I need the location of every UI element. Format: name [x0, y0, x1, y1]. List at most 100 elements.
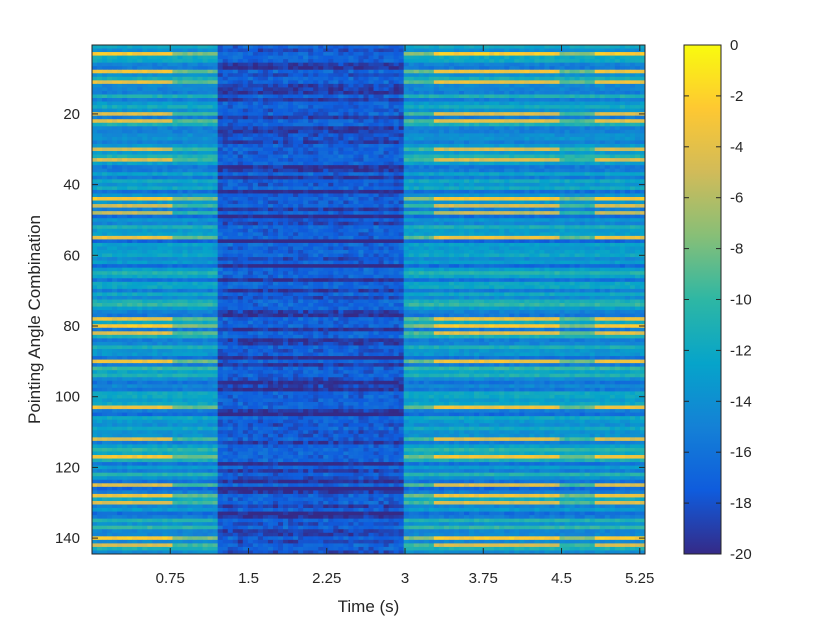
- heatmap-cell: [232, 105, 239, 110]
- heatmap-cell: [237, 48, 244, 53]
- heatmap-cell: [489, 154, 495, 159]
- heatmap-cell: [458, 193, 465, 198]
- heatmap-cell: [288, 186, 294, 191]
- heatmap-cell: [338, 52, 344, 56]
- heatmap-cell: [283, 193, 289, 198]
- heatmap-cell: [262, 136, 269, 141]
- heatmap-cell: [177, 115, 183, 120]
- heatmap-cell: [343, 136, 349, 141]
- heatmap-cell: [353, 126, 359, 131]
- heatmap-cell: [197, 69, 203, 74]
- heatmap-cell: [197, 101, 203, 106]
- heatmap-cell: [212, 161, 219, 166]
- heatmap-cell: [182, 182, 188, 187]
- heatmap-cell: [267, 179, 274, 184]
- heatmap-cell: [403, 69, 410, 74]
- heatmap-cell: [127, 48, 133, 53]
- heatmap-cell: [464, 55, 470, 60]
- heatmap-cell: [363, 45, 369, 49]
- heatmap-cell: [283, 94, 289, 99]
- heatmap-cell: [323, 165, 329, 170]
- heatmap-cell: [433, 98, 440, 102]
- heatmap-cell: [162, 196, 168, 201]
- heatmap-cell: [413, 182, 420, 187]
- heatmap-cell: [122, 175, 128, 180]
- heatmap-cell: [162, 115, 168, 120]
- heatmap-cell: [604, 172, 611, 177]
- heatmap-cell: [609, 101, 616, 106]
- heatmap-cell: [157, 69, 163, 74]
- heatmap-cell: [554, 200, 560, 205]
- heatmap-cell: [594, 151, 601, 155]
- heatmap-cell: [453, 59, 460, 64]
- heatmap-cell: [474, 48, 480, 53]
- heatmap-cell: [393, 66, 400, 71]
- heatmap-cell: [574, 193, 581, 198]
- heatmap-cell: [403, 151, 410, 155]
- heatmap-cell: [544, 55, 550, 60]
- heatmap-cell: [609, 147, 616, 152]
- heatmap-cell: [122, 66, 128, 71]
- heatmap-cell: [423, 168, 430, 173]
- heatmap-cell: [303, 52, 309, 56]
- heatmap-cell: [262, 147, 269, 152]
- heatmap-cell: [192, 98, 198, 102]
- heatmap-cell: [247, 186, 254, 191]
- heatmap-cell: [252, 101, 259, 106]
- heatmap-cell: [544, 87, 550, 92]
- heatmap-cell: [383, 90, 390, 95]
- heatmap-cell: [237, 69, 244, 74]
- heatmap-cell: [117, 165, 123, 170]
- heatmap-cell: [313, 52, 319, 56]
- heatmap-cell: [499, 140, 505, 145]
- heatmap-cell: [504, 151, 510, 155]
- heatmap-cell: [247, 108, 254, 113]
- heatmap-cell: [423, 196, 430, 201]
- heatmap-cell: [579, 66, 586, 71]
- heatmap-cell: [584, 129, 591, 134]
- heatmap-cell: [262, 73, 269, 78]
- heatmap-cell: [619, 66, 626, 71]
- heatmap-cell: [469, 98, 475, 102]
- heatmap-cell: [107, 182, 113, 187]
- heatmap-cell: [428, 80, 435, 85]
- heatmap-cell: [358, 129, 364, 134]
- heatmap-cell: [539, 165, 545, 170]
- heatmap-cell: [147, 165, 153, 170]
- heatmap-cell: [373, 140, 379, 145]
- heatmap-cell: [494, 112, 500, 117]
- heatmap-cell: [413, 193, 420, 198]
- heatmap-cell: [484, 200, 490, 205]
- heatmap-cell: [157, 140, 163, 145]
- heatmap-cell: [247, 154, 254, 159]
- heatmap-cell: [398, 98, 405, 102]
- heatmap-cell: [333, 182, 339, 187]
- heatmap-cell: [278, 172, 284, 177]
- heatmap-cell: [172, 151, 178, 155]
- heatmap-cell: [293, 193, 299, 198]
- heatmap-cell: [207, 204, 214, 208]
- heatmap-cell: [574, 48, 581, 53]
- heatmap-cell: [544, 52, 550, 56]
- heatmap-cell: [328, 108, 334, 113]
- heatmap-cell: [192, 126, 198, 131]
- heatmap-cell: [202, 126, 209, 131]
- heatmap-cell: [403, 147, 410, 152]
- heatmap-cell: [443, 161, 450, 166]
- heatmap-cell: [489, 112, 495, 117]
- heatmap-cell: [117, 161, 123, 166]
- heatmap-cell: [97, 147, 103, 152]
- heatmap-cell: [227, 204, 234, 208]
- heatmap-cell: [393, 62, 400, 67]
- heatmap-cell: [469, 189, 475, 194]
- heatmap-cell: [559, 66, 565, 71]
- heatmap-cell: [609, 62, 616, 67]
- heatmap-cell: [107, 87, 113, 92]
- heatmap-cell: [107, 143, 113, 148]
- heatmap-cell: [323, 112, 329, 117]
- heatmap-cell: [353, 105, 359, 110]
- heatmap-cell: [428, 168, 435, 173]
- heatmap-cell: [499, 133, 505, 138]
- heatmap-cell: [609, 83, 616, 88]
- heatmap-cell: [509, 73, 515, 78]
